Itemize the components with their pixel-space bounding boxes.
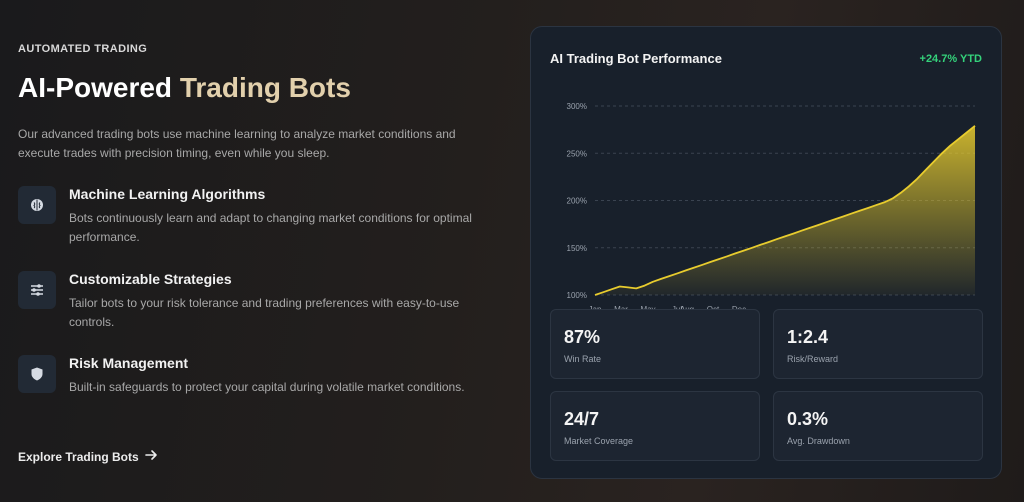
feature-title: Machine Learning Algorithms	[69, 186, 266, 202]
performance-title: AI Trading Bot Performance	[550, 51, 722, 66]
arrow-right-icon	[144, 449, 158, 464]
feature-machine-learning: Machine Learning Algorithms Bots continu…	[18, 186, 498, 256]
explore-label: Explore Trading Bots	[18, 449, 139, 464]
performance-card: AI Trading Bot Performance +24.7% YTD 10…	[530, 26, 1002, 479]
sliders-icon	[18, 271, 56, 309]
shield-icon	[18, 355, 56, 393]
explore-trading-bots-link[interactable]: Explore Trading Bots	[18, 449, 158, 464]
feature-description: Bots continuously learn and adapt to cha…	[69, 211, 472, 244]
hero-description: Our advanced trading bots use machine le…	[18, 127, 456, 160]
title-main: AI-Powered	[18, 72, 173, 103]
feature-risk-management: Risk Management Built-in safeguards to p…	[18, 355, 498, 425]
performance-chart: 100%150%200%250%300%JanMarMayJulAugOctDe…	[567, 102, 976, 314]
brain-icon	[18, 186, 56, 224]
feature-custom-strategies: Customizable Strategies Tailor bots to y…	[18, 271, 498, 341]
stat-label: Market Coverage	[564, 436, 634, 446]
stat-label: Win Rate	[564, 354, 602, 364]
stat-label: Avg. Drawdown	[787, 436, 850, 446]
stat-avg-drawdown: 0.3% Avg. Drawdown	[773, 391, 983, 461]
stat-value: 87%	[564, 327, 601, 347]
feature-description: Built-in safeguards to protect your capi…	[69, 380, 465, 394]
stat-label: Risk/Reward	[787, 354, 839, 364]
stat-risk-reward: 1:2.4 Risk/Reward	[773, 309, 983, 379]
stat-value: 0.3%	[787, 409, 829, 429]
series-area	[595, 125, 975, 295]
series-line	[594, 125, 976, 296]
feature-title: Customizable Strategies	[69, 271, 232, 287]
ytd-badge: +24.7% YTD	[919, 53, 982, 65]
stat-win-rate: 87% Win Rate	[550, 309, 760, 379]
y-tick-label: 200%	[567, 197, 587, 206]
page-title: AI-Powered Trading Bots	[18, 72, 351, 104]
eyebrow-label: AUTOMATED TRADING	[18, 43, 148, 55]
stat-market-coverage: 24/7 Market Coverage	[550, 391, 760, 461]
feature-title: Risk Management	[69, 355, 189, 371]
y-tick-label: 100%	[567, 291, 587, 300]
title-accent: Trading Bots	[179, 72, 351, 103]
stat-value: 1:2.4	[787, 327, 829, 347]
y-tick-label: 150%	[567, 244, 587, 253]
y-tick-label: 300%	[567, 102, 587, 111]
stat-value: 24/7	[564, 409, 600, 429]
feature-description: Tailor bots to your risk tolerance and t…	[69, 296, 460, 329]
y-tick-label: 250%	[567, 149, 587, 158]
